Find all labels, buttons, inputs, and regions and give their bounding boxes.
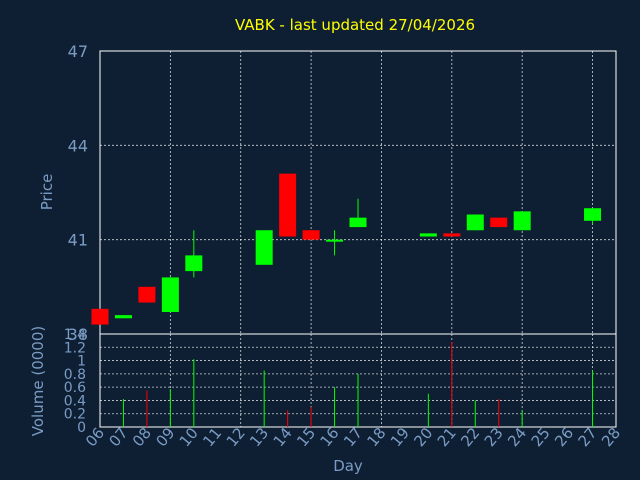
candle-body [302,230,320,240]
volume-tick-label: 0.8 [64,367,86,383]
chart-title: VABK - last updated 27/04/2026 [235,16,475,34]
volume-tick-label: 1.4 [64,327,86,343]
candle-body [584,208,602,221]
price-tick-label: 44 [68,136,88,155]
candle-body [490,217,508,228]
volume-tick-label: 0 [77,420,86,436]
candle-body [161,277,179,312]
candle-body [419,233,437,237]
candle-body [138,286,156,303]
candle-body [185,255,203,272]
price-tick-label: 38 [68,325,88,344]
candle-body [466,214,484,231]
candle-body [326,239,344,242]
candle-body [349,217,367,228]
candle-body [255,230,273,265]
price-axis-label: Price [38,174,56,211]
candle-body [513,211,531,231]
price-tick-label: 47 [68,42,88,61]
price-panel [91,173,602,325]
volume-tick-label: 1 [77,354,86,370]
price-tick-label: 41 [68,231,88,250]
candle-body [91,308,109,325]
day-axis-label: Day [333,457,363,475]
volume-axis-label: Volume (0000) [29,326,47,436]
candle-body [114,315,132,319]
volume-tick-label: 0.6 [64,380,86,396]
volume-tick-label: 1.2 [64,340,86,356]
volume-panel [122,341,594,427]
candle-body [443,233,461,237]
volume-tick-label: 0.4 [64,393,86,409]
candle-body [279,173,297,237]
volume-tick-label: 0.2 [64,407,86,423]
